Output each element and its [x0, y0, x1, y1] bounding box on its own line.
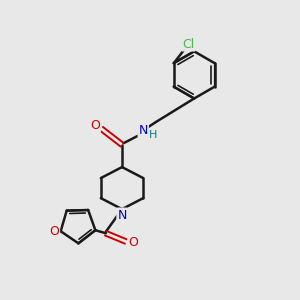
Text: O: O [49, 225, 59, 238]
Text: N: N [139, 124, 148, 137]
Text: N: N [117, 208, 127, 221]
Text: O: O [90, 119, 100, 132]
Text: Cl: Cl [182, 38, 195, 50]
Text: O: O [128, 236, 138, 250]
Text: H: H [149, 130, 158, 140]
